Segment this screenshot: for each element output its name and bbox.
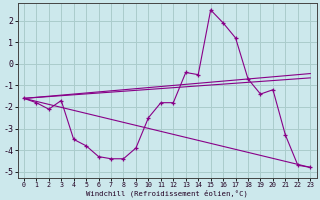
X-axis label: Windchill (Refroidissement éolien,°C): Windchill (Refroidissement éolien,°C) [86,189,248,197]
